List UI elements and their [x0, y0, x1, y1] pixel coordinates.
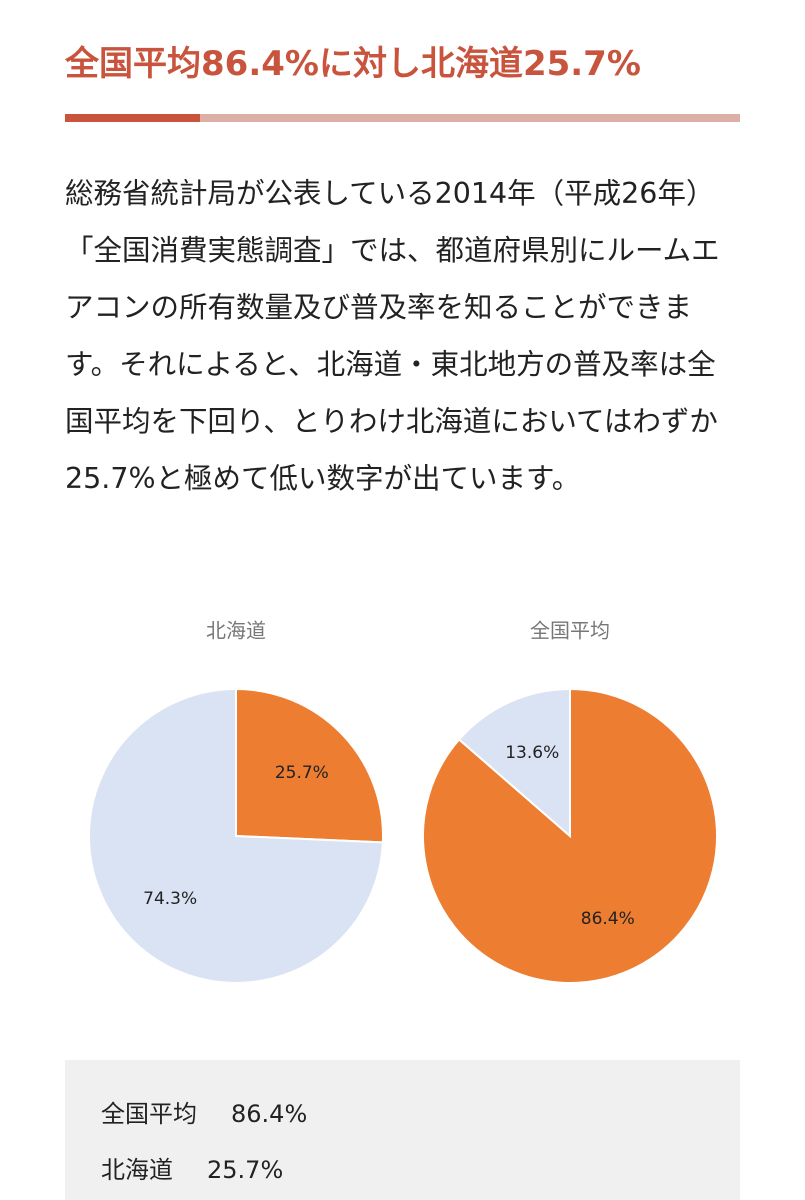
heading: 全国平均86.4%に対し北海道25.7%: [65, 44, 641, 84]
heading-underline: [200, 114, 740, 122]
pie-slice: [457, 687, 571, 839]
slice-label: 25.7%: [275, 763, 329, 783]
summary-row: 全国平均 86.4%: [101, 1094, 307, 1129]
slice-label: 13.6%: [505, 743, 559, 763]
summary-box: 全国平均 86.4% 北海道 25.7%: [65, 1060, 740, 1200]
pie-slice: [88, 687, 384, 984]
summary-value: 25.7%: [207, 1156, 284, 1184]
pie-title: 北海道: [206, 619, 266, 643]
slice-label: 74.3%: [143, 889, 197, 909]
summary-row: 北海道 25.7%: [101, 1150, 283, 1185]
heading-underline: [65, 114, 200, 122]
pie-charts: 北海道 25.7% 74.3% 全国平均 86.4% 13.6%: [88, 619, 718, 984]
pie-title: 全国平均: [530, 619, 610, 643]
pie-slice: [235, 687, 384, 844]
summary-label: 全国平均: [101, 1100, 197, 1128]
summary-value: 86.4%: [231, 1100, 308, 1128]
summary-label: 北海道: [101, 1156, 173, 1184]
slice-label: 86.4%: [581, 909, 635, 929]
paragraph: 総務省統計局が公表している2014年（平成26年）「全国消費実態調査」では、都道…: [65, 177, 720, 495]
